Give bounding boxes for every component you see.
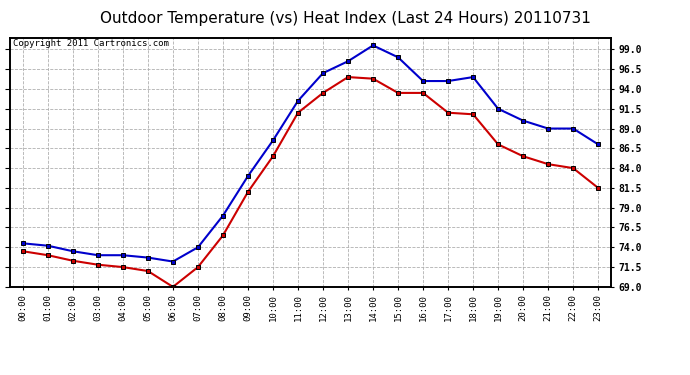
Text: Copyright 2011 Cartronics.com: Copyright 2011 Cartronics.com: [13, 39, 169, 48]
Text: Outdoor Temperature (vs) Heat Index (Last 24 Hours) 20110731: Outdoor Temperature (vs) Heat Index (Las…: [99, 11, 591, 26]
